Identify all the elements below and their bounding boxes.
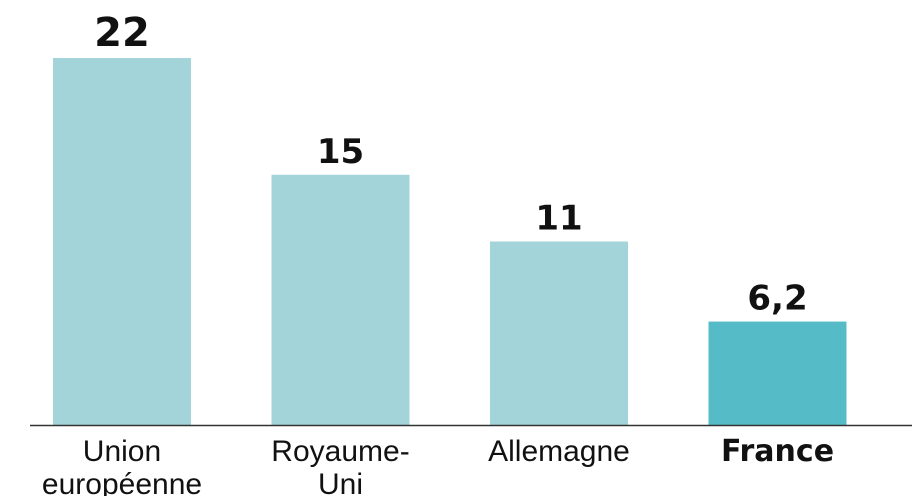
- category-label-0: Union européenne: [42, 435, 202, 496]
- bar-3: [708, 321, 847, 425]
- value-labels-group: 22 15 11 6,2: [94, 10, 807, 319]
- bar-1: [271, 174, 410, 425]
- value-label-3: 6,2: [747, 279, 807, 319]
- bar-0: [53, 58, 191, 425]
- bar-2: [490, 241, 628, 425]
- category-label-3: France: [721, 434, 834, 469]
- category-label-3-line-0: France: [721, 434, 834, 469]
- value-label-1: 15: [317, 132, 364, 172]
- value-label-2: 11: [535, 199, 582, 239]
- category-label-2-line-0: Allemagne: [488, 435, 630, 468]
- category-label-1-line-1: Uni: [318, 468, 363, 496]
- value-label-0: 22: [94, 10, 150, 56]
- category-label-1: Royaume-Uni: [271, 435, 409, 496]
- category-label-0-line-1: européenne: [42, 468, 202, 496]
- category-label-2: Allemagne: [488, 435, 630, 468]
- category-label-0-line-0: Union: [83, 435, 161, 468]
- category-labels-group: Union européenne Royaume-Uni Allemagne Franc…: [42, 434, 834, 496]
- bars-group: [53, 58, 847, 425]
- category-label-1-line-0: Royaume-: [271, 435, 409, 468]
